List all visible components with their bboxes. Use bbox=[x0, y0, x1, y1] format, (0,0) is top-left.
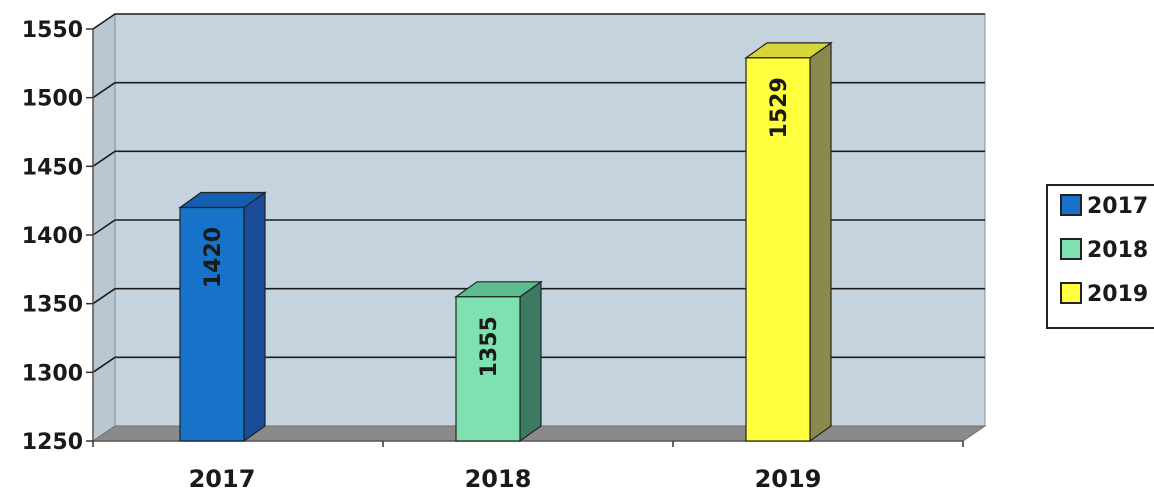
data-label: 1355 bbox=[477, 316, 502, 377]
gridline bbox=[92, 81, 985, 99]
y-tick-label: 1400 bbox=[22, 224, 83, 249]
legend-swatch bbox=[1060, 238, 1082, 260]
y-tick-label: 1500 bbox=[22, 87, 83, 112]
legend-swatch bbox=[1060, 282, 1082, 304]
data-label: 1420 bbox=[201, 227, 226, 288]
x-tick-labels: 2017 2018 2019 bbox=[189, 465, 822, 493]
gridline bbox=[92, 287, 985, 305]
x-tick-label: 2019 bbox=[755, 465, 822, 491]
bar bbox=[745, 57, 811, 442]
legend-label: 2018 bbox=[1087, 238, 1148, 263]
y-tick-label: 1450 bbox=[22, 155, 83, 180]
legend-swatch bbox=[1060, 194, 1082, 216]
y-tick-labels: 1250 1300 1350 1400 1450 1500 1550 bbox=[22, 18, 83, 455]
bar-side-face bbox=[809, 41, 832, 443]
bars: 1420 1355 1529 bbox=[178, 41, 833, 443]
gridline bbox=[92, 13, 985, 30]
bar-side-face bbox=[243, 191, 266, 443]
bar-2017: 1420 bbox=[178, 191, 267, 443]
bar-2018: 1355 bbox=[454, 280, 543, 443]
y-tick-label: 1550 bbox=[22, 18, 83, 43]
y-tick-label: 1300 bbox=[22, 361, 83, 386]
bar-side-face bbox=[519, 280, 542, 443]
gridline bbox=[92, 219, 985, 236]
legend-label: 2019 bbox=[1087, 282, 1148, 307]
bar-2019: 1529 bbox=[744, 41, 833, 443]
y-tick-label: 1250 bbox=[22, 430, 83, 455]
bar bbox=[455, 296, 521, 442]
gridline bbox=[92, 150, 985, 167]
y-tick-label: 1350 bbox=[22, 293, 83, 318]
bar bbox=[179, 206, 245, 442]
x-tick-label: 2017 bbox=[189, 465, 256, 491]
legend-label: 2017 bbox=[1087, 194, 1148, 219]
x-tick-label: 2018 bbox=[465, 465, 532, 491]
data-label: 1529 bbox=[767, 77, 792, 138]
gridline bbox=[92, 356, 985, 373]
gridlines bbox=[92, 13, 985, 373]
legend: 2017 2018 2019 bbox=[1046, 184, 1154, 329]
